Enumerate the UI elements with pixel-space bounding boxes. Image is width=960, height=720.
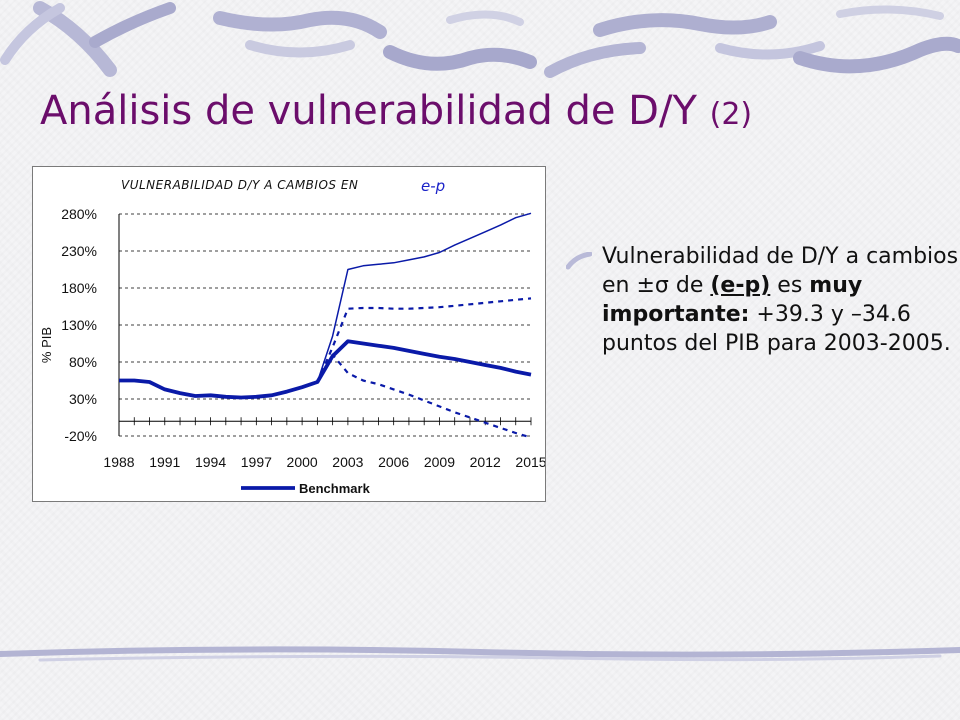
x-tick-label: 2006: [378, 454, 409, 470]
x-tick-label: 1997: [241, 454, 272, 470]
series-line-2: [316, 212, 532, 383]
y-tick-label: 280%: [61, 206, 97, 222]
x-tick-label: 1988: [103, 454, 134, 470]
footer-swoosh-decoration: [0, 646, 960, 662]
y-axis-label: % PIB: [39, 327, 54, 363]
line-chart: VULNERABILIDAD D/Y A CAMBIOS EN e-p -20% 30…: [39, 177, 545, 496]
bullet-part-2: de: [668, 273, 711, 298]
bullet-text: Vulnerabilidad de D/Y a cambios en ±σ de…: [602, 242, 960, 358]
y-tick-label: 130%: [61, 317, 97, 333]
series-line-3: [316, 297, 532, 383]
bullet-emphasis: muy importante:: [602, 273, 863, 327]
variable-underlined: (e-p): [710, 273, 771, 298]
legend-label: Benchmark: [299, 481, 371, 496]
y-tick-label: 180%: [61, 280, 97, 296]
series-line-1: [119, 339, 532, 400]
slide-title-suffix: (2): [709, 97, 753, 132]
slide-title-main: Análisis de vulnerabilidad de D/Y: [40, 88, 697, 134]
y-tick-label: -20%: [64, 428, 97, 444]
x-tick-label: 2015: [515, 454, 545, 470]
chart-title-variable: e-p: [421, 177, 445, 195]
x-tick-label: 2003: [332, 454, 363, 470]
sigma-symbol: ±σ: [636, 273, 669, 298]
y-tick-label: 30%: [69, 391, 97, 407]
x-tick-label: 2012: [470, 454, 501, 470]
chart-panel: VULNERABILIDAD D/Y A CAMBIOS EN e-p -20% 30…: [32, 166, 546, 502]
bullet-part-1: Vulnerabilidad de D/Y a cambios en: [602, 244, 959, 298]
y-tick-label: 230%: [61, 243, 97, 259]
chart-title: VULNERABILIDAD D/Y A CAMBIOS EN: [121, 178, 358, 192]
x-tick-label: 1991: [149, 454, 180, 470]
series-line-4: [316, 353, 532, 439]
slide-title: Análisis de vulnerabilidad de D/Y (2): [40, 88, 752, 134]
bullet-part-4: +39.3 y –34.6 puntos del PIB para 2003-2…: [602, 302, 951, 356]
x-tick-label: 2000: [287, 454, 318, 470]
header-swoosh-decoration: [0, 1, 960, 78]
y-tick-label: 80%: [69, 354, 97, 370]
bullet-part-3: es: [770, 273, 810, 298]
x-tick-label: 2009: [424, 454, 455, 470]
x-tick-label: 1994: [195, 454, 226, 470]
swoosh-bullet-icon: [566, 252, 592, 270]
